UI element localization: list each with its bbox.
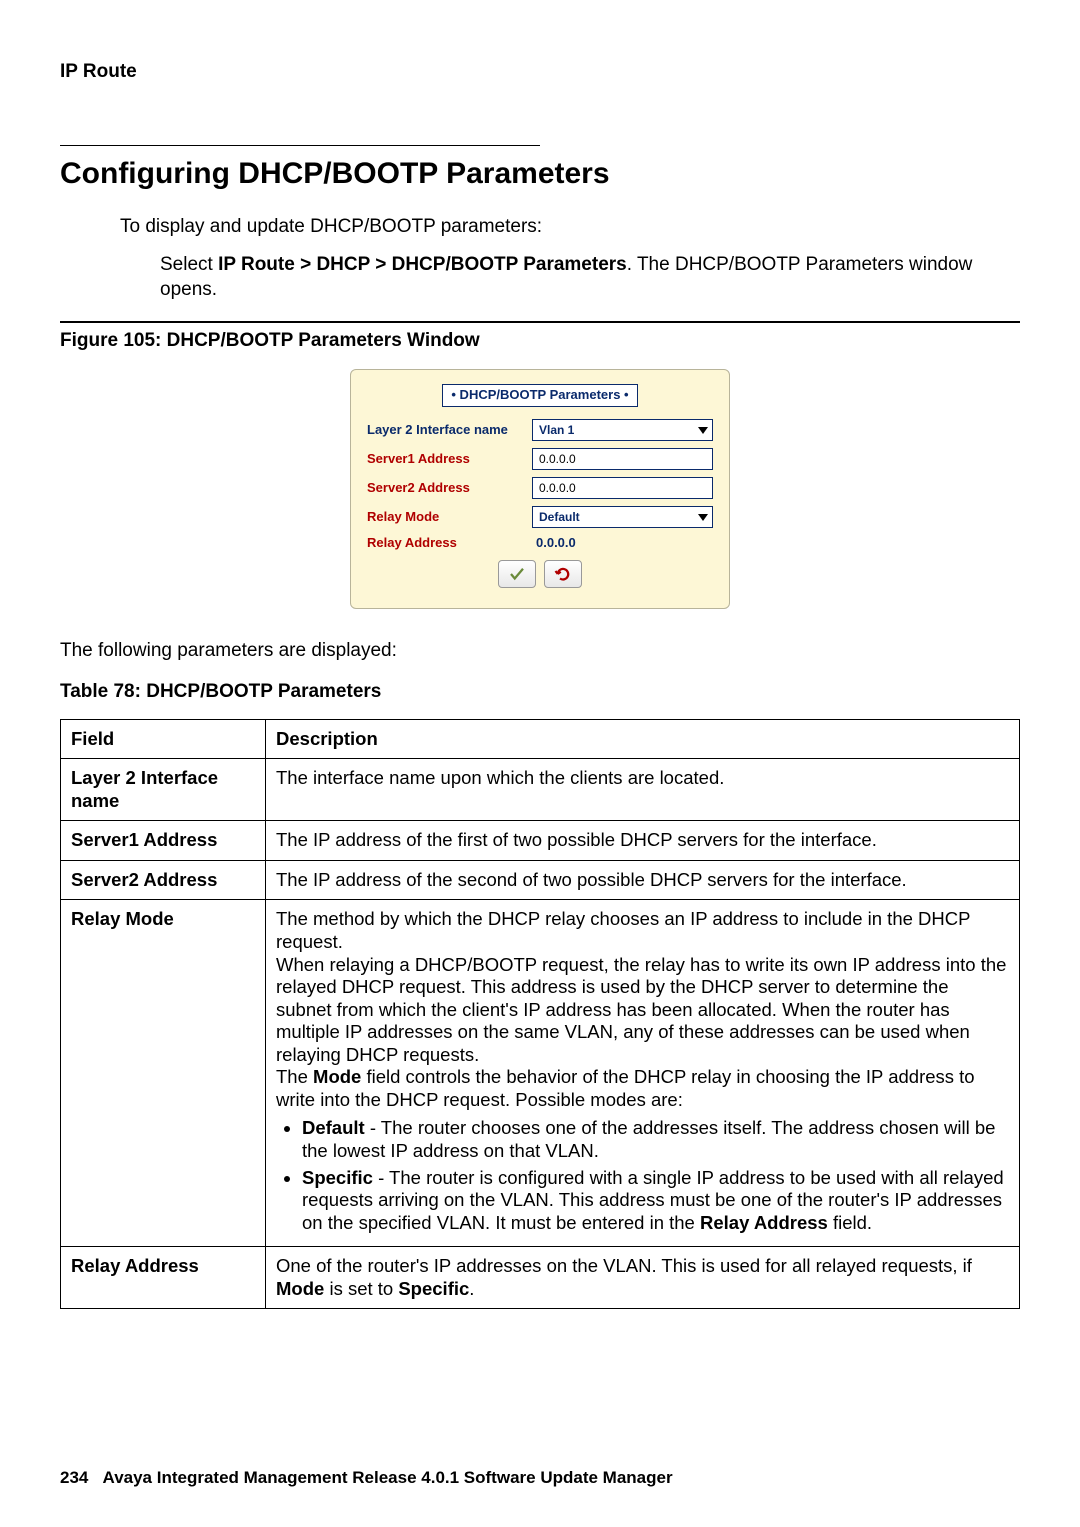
label-relayaddr: Relay Address <box>367 535 532 552</box>
section-header: IP Route <box>60 60 1020 85</box>
r4-p2: When relaying a DHCP/BOOTP request, the … <box>276 954 1006 1065</box>
table-row: Relay Mode The method by which the DHCP … <box>61 900 1020 1247</box>
cell-desc: The IP address of the first of two possi… <box>266 821 1020 861</box>
check-icon <box>508 565 526 583</box>
b1a: Default <box>302 1117 365 1138</box>
field-label: Server2 Address <box>71 869 217 890</box>
cell-field: Server2 Address <box>61 860 266 900</box>
panel-buttons <box>367 560 713 588</box>
cell-desc: The method by which the DHCP relay choos… <box>266 900 1020 1247</box>
step-text: Select IP Route > DHCP > DHCP/BOOTP Para… <box>160 253 1020 302</box>
row-server2: Server2 Address 0.0.0.0 <box>367 477 713 499</box>
title-rule <box>60 145 540 146</box>
b2a: Specific <box>302 1167 373 1188</box>
r5b: Mode <box>276 1278 324 1299</box>
list-item: Default - The router chooses one of the … <box>302 1117 1009 1162</box>
b1b: - The router chooses one of the addresse… <box>302 1117 995 1161</box>
r4-p3a: The <box>276 1066 313 1087</box>
select-relaymode[interactable]: Default <box>532 506 713 528</box>
intro-text: To display and update DHCP/BOOTP paramet… <box>120 215 1020 240</box>
b2c: Relay Address <box>700 1212 828 1233</box>
footer-text: Avaya Integrated Management Release 4.0.… <box>103 1468 673 1487</box>
panel-title-row: • DHCP/BOOTP Parameters • <box>367 384 713 407</box>
select-layer2-value: Vlan 1 <box>539 423 574 439</box>
cell-desc: The interface name upon which the client… <box>266 759 1020 821</box>
table-row: Server1 Address The IP address of the fi… <box>61 821 1020 861</box>
after-panel-text: The following parameters are displayed: <box>60 639 1020 664</box>
dhcp-panel: • DHCP/BOOTP Parameters • Layer 2 Interf… <box>350 369 730 609</box>
input-server2[interactable]: 0.0.0.0 <box>532 477 713 499</box>
panel-title: • DHCP/BOOTP Parameters • <box>442 384 637 407</box>
r5a: One of the router's IP addresses on the … <box>276 1255 972 1276</box>
figure-rule <box>60 321 1020 323</box>
undo-icon <box>554 565 572 583</box>
table-caption: Table 78: DHCP/BOOTP Parameters <box>60 680 1020 705</box>
field-label: Server1 Address <box>71 829 217 850</box>
r5e: . <box>469 1278 474 1299</box>
undo-button[interactable] <box>544 560 582 588</box>
cell-desc: One of the router's IP addresses on the … <box>266 1247 1020 1309</box>
row-layer2: Layer 2 Interface name Vlan 1 <box>367 419 713 441</box>
page-footer: 234 Avaya Integrated Management Release … <box>60 1467 673 1489</box>
chevron-down-icon <box>698 514 708 521</box>
params-table: Field Description Layer 2 Interface name… <box>60 719 1020 1310</box>
row-relayaddr: Relay Address 0.0.0.0 <box>367 535 713 552</box>
table-row: Server2 Address The IP address of the se… <box>61 860 1020 900</box>
step-bold: IP Route > DHCP > DHCP/BOOTP Parameters <box>218 254 627 275</box>
step-prefix: Select <box>160 254 218 275</box>
r5d: Specific <box>398 1278 469 1299</box>
value-relayaddr: 0.0.0.0 <box>532 535 713 552</box>
r4-p3b: Mode <box>313 1066 361 1087</box>
input-server1[interactable]: 0.0.0.0 <box>532 448 713 470</box>
cell-field: Relay Address <box>61 1247 266 1309</box>
input-server2-value: 0.0.0.0 <box>539 481 576 497</box>
th-desc: Description <box>266 719 1020 759</box>
label-relaymode: Relay Mode <box>367 509 532 526</box>
modes-list: Default - The router chooses one of the … <box>276 1117 1009 1234</box>
cell-field: Layer 2 Interface name <box>61 759 266 821</box>
cell-field: Server1 Address <box>61 821 266 861</box>
select-relaymode-value: Default <box>539 510 580 526</box>
cell-desc: The IP address of the second of two poss… <box>266 860 1020 900</box>
list-item: Specific - The router is configured with… <box>302 1167 1009 1235</box>
r5c: is set to <box>324 1278 398 1299</box>
b2d: field. <box>828 1212 872 1233</box>
table-row: Relay Address One of the router's IP add… <box>61 1247 1020 1309</box>
page-title: Configuring DHCP/BOOTP Parameters <box>60 154 1020 193</box>
figure-caption: Figure 105: DHCP/BOOTP Parameters Window <box>60 329 1020 354</box>
th-field: Field <box>61 719 266 759</box>
b2b: - The router is configured with a single… <box>302 1167 1004 1233</box>
row-relaymode: Relay Mode Default <box>367 506 713 528</box>
row-server1: Server1 Address 0.0.0.0 <box>367 448 713 470</box>
table-head-row: Field Description <box>61 719 1020 759</box>
label-server1: Server1 Address <box>367 451 532 468</box>
r4-p3c: field controls the behavior of the DHCP … <box>276 1066 975 1110</box>
field-label: Layer 2 Interface name <box>71 767 218 811</box>
chevron-down-icon <box>698 427 708 434</box>
r4-p1: The method by which the DHCP relay choos… <box>276 908 970 952</box>
label-layer2: Layer 2 Interface name <box>367 422 532 439</box>
input-server1-value: 0.0.0.0 <box>539 452 576 468</box>
apply-button[interactable] <box>498 560 536 588</box>
page-number: 234 <box>60 1468 88 1487</box>
cell-field: Relay Mode <box>61 900 266 1247</box>
table-row: Layer 2 Interface name The interface nam… <box>61 759 1020 821</box>
select-layer2[interactable]: Vlan 1 <box>532 419 713 441</box>
field-label: Relay Address <box>71 1255 199 1276</box>
panel-container: • DHCP/BOOTP Parameters • Layer 2 Interf… <box>60 369 1020 609</box>
label-server2: Server2 Address <box>367 480 532 497</box>
field-label: Relay Mode <box>71 908 174 929</box>
